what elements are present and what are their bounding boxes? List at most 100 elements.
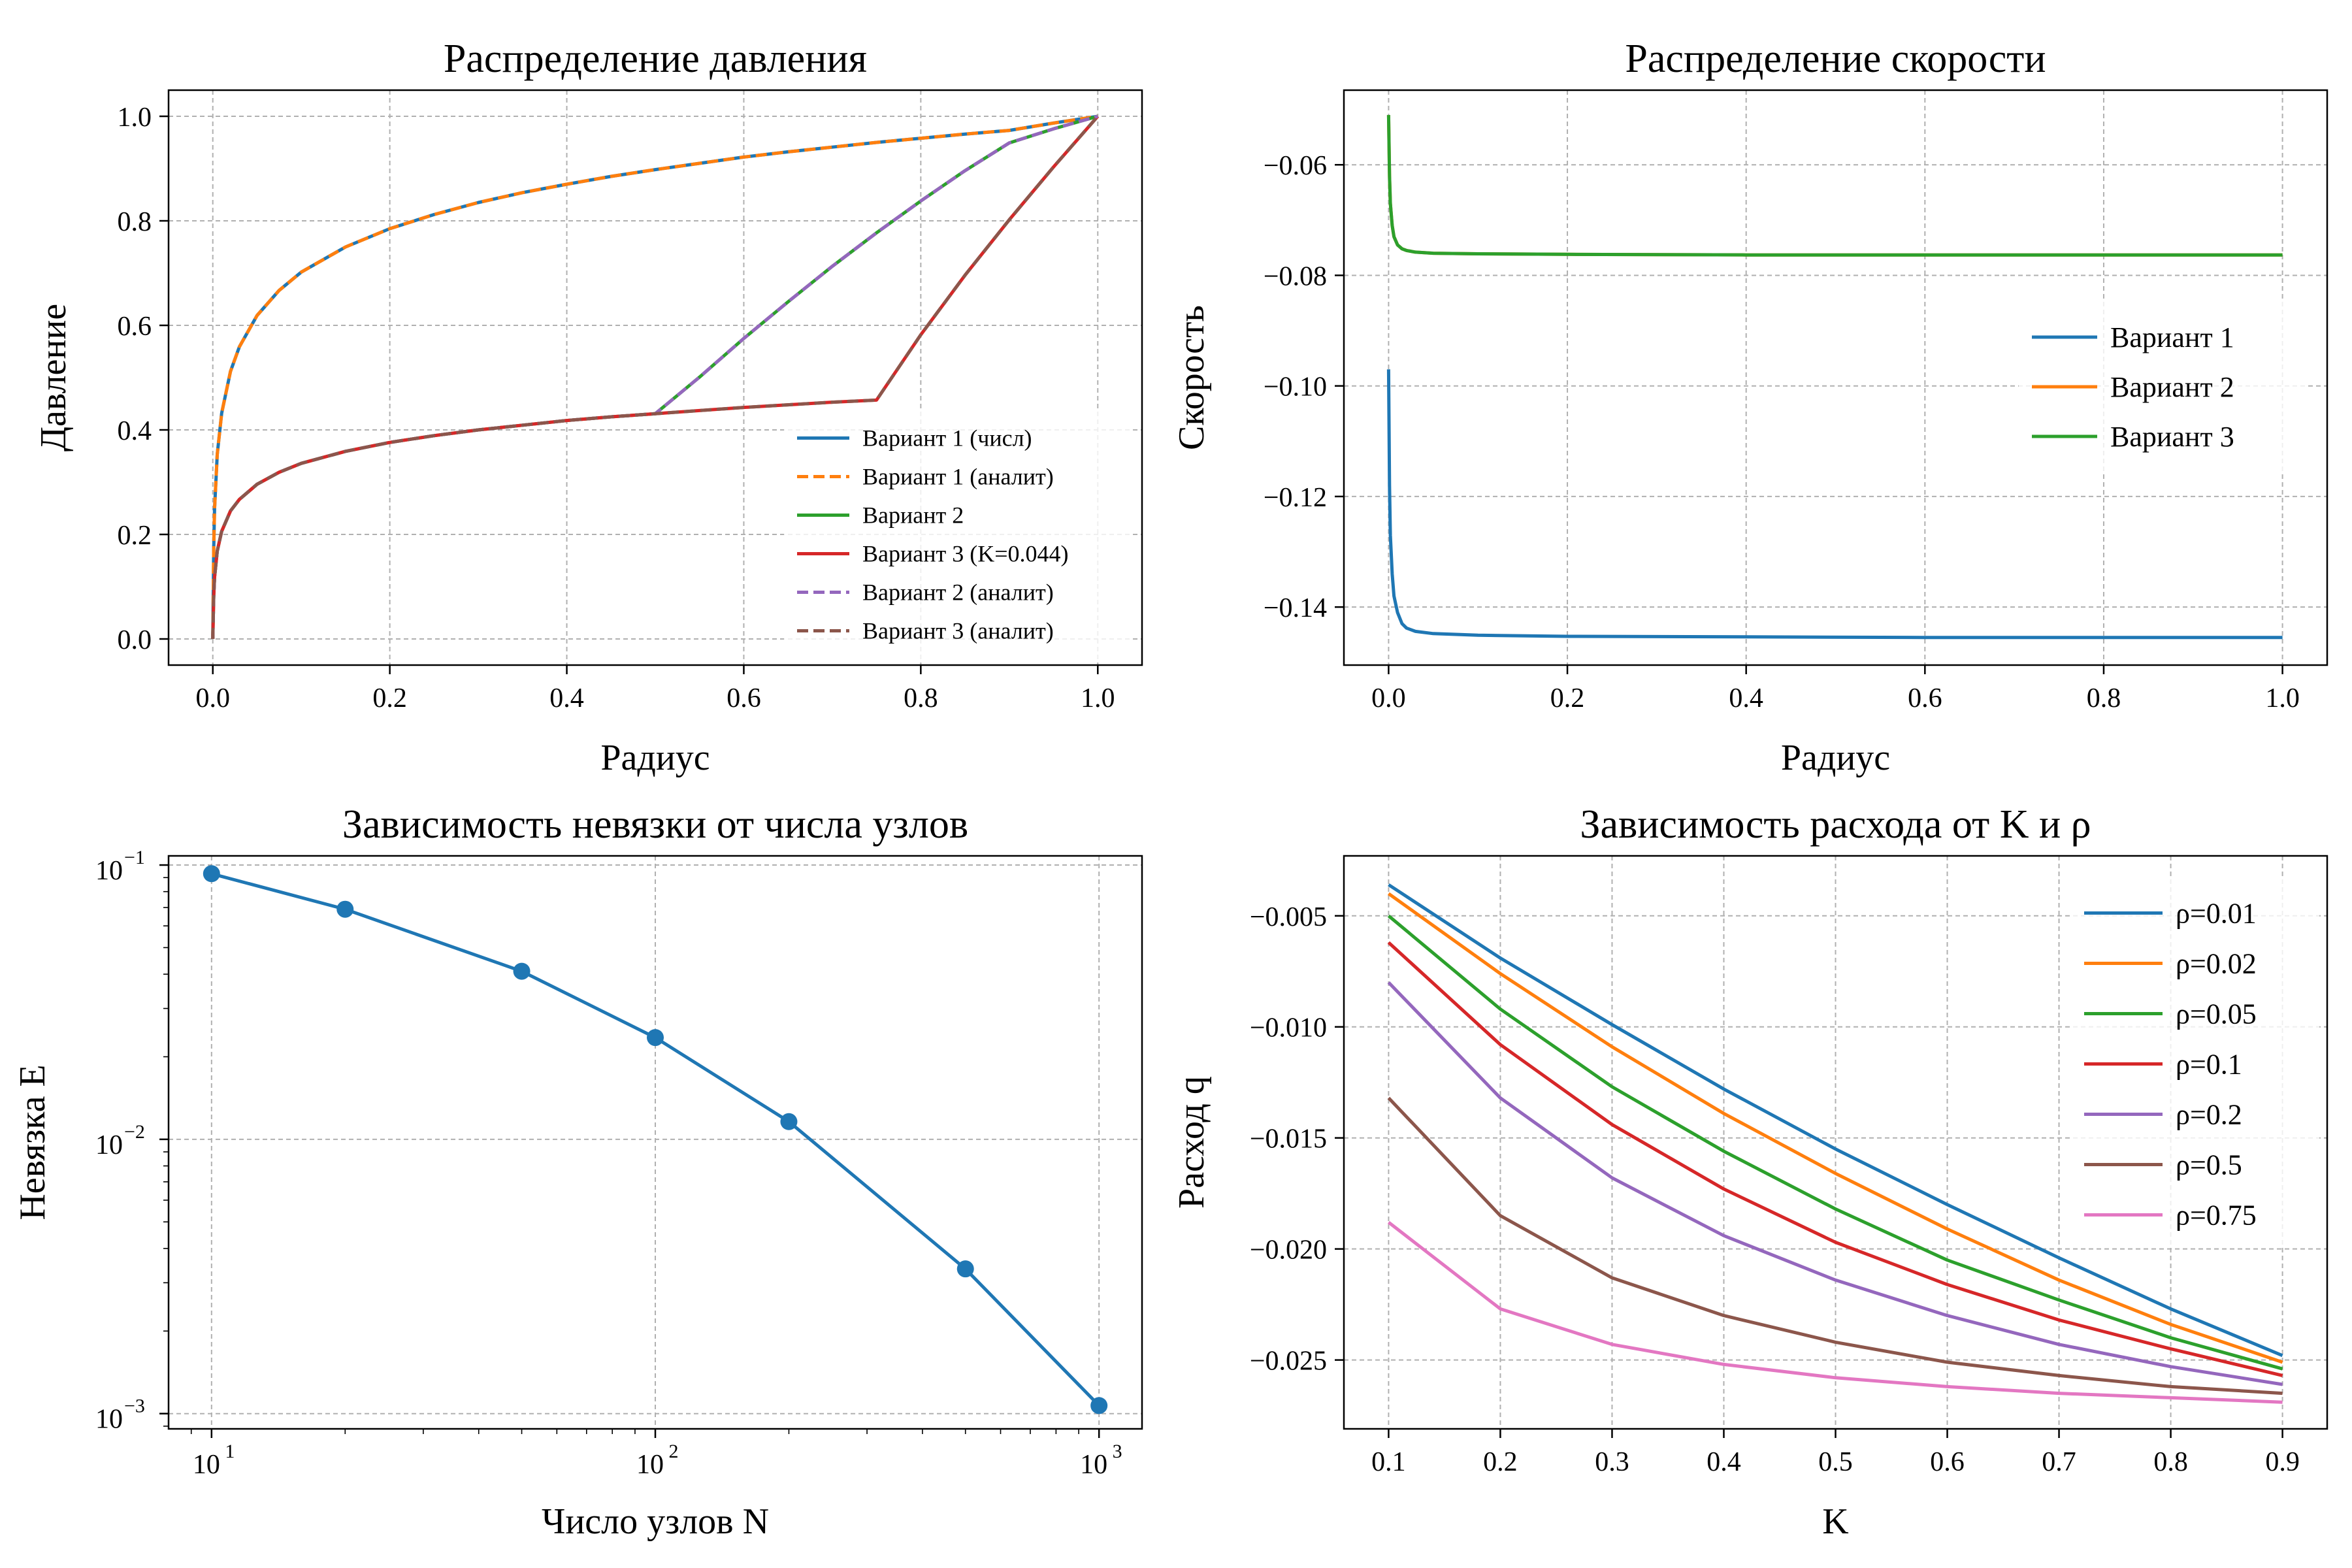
legend-label: Вариант 3 (аналит) [862, 618, 1054, 644]
x-tick-label: 0.2 [1550, 683, 1585, 713]
y-tick-label: −0.10 [1264, 372, 1327, 402]
x-tick-exponent: 3 [1113, 1441, 1122, 1462]
y-tick-label: 10 [95, 856, 123, 886]
velocity-grid [1344, 90, 2327, 665]
y-tick-exponent: −2 [124, 1121, 145, 1143]
flow-xlabel: K [1822, 1501, 1848, 1542]
pressure-title: Распределение давления [444, 37, 867, 81]
data-point [780, 1113, 798, 1130]
series-line [211, 115, 1100, 640]
flow-legend: ρ=0.01 ρ=0.02 ρ=0.05 ρ=0.1 ρ=0.2 ρ=0.5 ρ=0.75 [2071, 879, 2319, 1248]
legend-box [2019, 301, 2306, 472]
velocity-series [1386, 115, 2283, 640]
x-tick-label: 0.4 [549, 683, 584, 713]
x-tick-label: 0.4 [1707, 1447, 1741, 1477]
y-tick-exponent: −1 [124, 847, 145, 868]
x-tick-label: 0.3 [1595, 1447, 1629, 1477]
series-line [1387, 981, 2283, 1386]
legend-box [2071, 879, 2319, 1248]
x-tick-exponent: 1 [225, 1441, 235, 1462]
velocity-title: Распределение скорости [1625, 37, 2046, 81]
flow-series [1387, 883, 2283, 1404]
residual-grid [169, 856, 1142, 1429]
y-tick-label: 0.4 [118, 416, 152, 446]
y-tick-label: −0.12 [1264, 483, 1327, 513]
residual-xlabel: Число узлов N [542, 1501, 769, 1542]
legend-label: Вариант 2 (аналит) [862, 580, 1054, 606]
x-tick-label: 0.1 [1371, 1447, 1406, 1477]
y-tick-label: 1.0 [118, 103, 152, 133]
legend-label: Вариант 2 [862, 502, 964, 529]
x-tick-label: 0.2 [372, 683, 407, 713]
legend-label: ρ=0.2 [2176, 1099, 2242, 1131]
velocity-axes-frame [1343, 89, 2328, 666]
velocity-legend: Вариант 1 Вариант 2 Вариант 3 [2019, 301, 2306, 472]
legend-label: Вариант 1 (аналит) [862, 464, 1054, 490]
y-tick-label: −0.06 [1264, 151, 1327, 181]
legend-label: ρ=0.1 [2176, 1049, 2242, 1081]
velocity-chart: 0.0 0.2 0.4 0.6 0.8 1.0 −0.14 −0.12 −0.10 −0.08 −0… [1171, 37, 2328, 778]
data-point [956, 1260, 974, 1278]
y-tick-label: −0.005 [1250, 902, 1327, 932]
legend-label: ρ=0.01 [2176, 898, 2257, 930]
y-tick-label: −0.08 [1264, 261, 1327, 291]
x-tick-label: 0.0 [195, 683, 230, 713]
data-point [203, 865, 220, 883]
series-line [1388, 883, 2283, 1358]
x-tick-label: 0.5 [1818, 1447, 1853, 1477]
legend-label: ρ=0.02 [2176, 948, 2257, 980]
residual-axes-frame [167, 855, 1143, 1430]
flow-ylabel: Расход q [1171, 1076, 1212, 1209]
data-point [647, 1029, 664, 1047]
x-tick-label: 1.0 [2265, 683, 2300, 713]
legend-label: Вариант 1 [2110, 321, 2234, 353]
data-point [336, 900, 354, 918]
y-tick-label: 0.6 [118, 312, 152, 342]
x-tick-label: 0.6 [1930, 1447, 1965, 1477]
residual-ticks: 10 1 10 2 10 310 −310 −210 −1 [95, 847, 1122, 1480]
pressure-xlabel: Радиус [600, 738, 710, 778]
legend-label: Вариант 2 [2110, 371, 2234, 403]
x-tick-label: 0.6 [1908, 683, 1942, 713]
x-tick-label: 0.2 [1483, 1447, 1518, 1477]
y-tick-label: 0.2 [118, 521, 152, 551]
flow-title: Зависимость расхода от K и ρ [1580, 802, 2091, 847]
x-tick-label: 10 [1080, 1450, 1107, 1480]
y-tick-label: 10 [95, 1405, 123, 1435]
flow-axes-frame [1343, 855, 2328, 1430]
y-tick-label: −0.025 [1250, 1347, 1327, 1377]
series-line [1386, 369, 2283, 640]
legend-label: Вариант 1 (числ) [862, 425, 1032, 451]
y-tick-label: −0.010 [1250, 1013, 1327, 1043]
x-tick-label: 0.4 [1729, 683, 1763, 713]
pressure-series [211, 114, 1100, 640]
residual-series [203, 865, 1108, 1414]
series-line [1386, 115, 2283, 257]
velocity-ylabel: Скорость [1171, 305, 1212, 450]
y-tick-label: 0.8 [118, 207, 152, 237]
velocity-xlabel: Радиус [1781, 738, 1890, 778]
y-tick-label: 0.0 [118, 625, 152, 655]
x-tick-label: 0.0 [1371, 683, 1406, 713]
series-line [1387, 1096, 2283, 1396]
x-tick-exponent: 2 [669, 1441, 679, 1462]
y-tick-label: −0.14 [1264, 593, 1327, 623]
x-tick-label: 0.8 [2087, 683, 2121, 713]
x-tick-label: 0.8 [904, 683, 938, 713]
series-line [1387, 1220, 2283, 1404]
pressure-ticks: 0.0 0.2 0.4 0.6 0.8 1.0 0.0 0.2 0.4 0.6 0.8 1.0 [118, 103, 1115, 713]
pressure-ylabel: Давление [33, 304, 74, 451]
velocity-ticks: 0.0 0.2 0.4 0.6 0.8 1.0 −0.14 −0.12 −0.10 −0.08 −0… [1264, 151, 2300, 713]
pressure-axes-frame [167, 89, 1143, 666]
legend-box [784, 408, 1130, 659]
x-tick-label: 10 [193, 1450, 220, 1480]
flow-chart: 0.1 0.2 0.3 0.4 0.5 0.6 0.7 0.8 0.9 −0.025 −0.020 −… [1171, 802, 2328, 1542]
series-line [1387, 892, 2283, 1364]
data-point [1090, 1397, 1108, 1414]
y-tick-exponent: −3 [124, 1396, 145, 1417]
x-tick-label: 10 [636, 1450, 664, 1480]
x-tick-label: 0.7 [2042, 1447, 2076, 1477]
legend-label: ρ=0.05 [2176, 998, 2257, 1030]
